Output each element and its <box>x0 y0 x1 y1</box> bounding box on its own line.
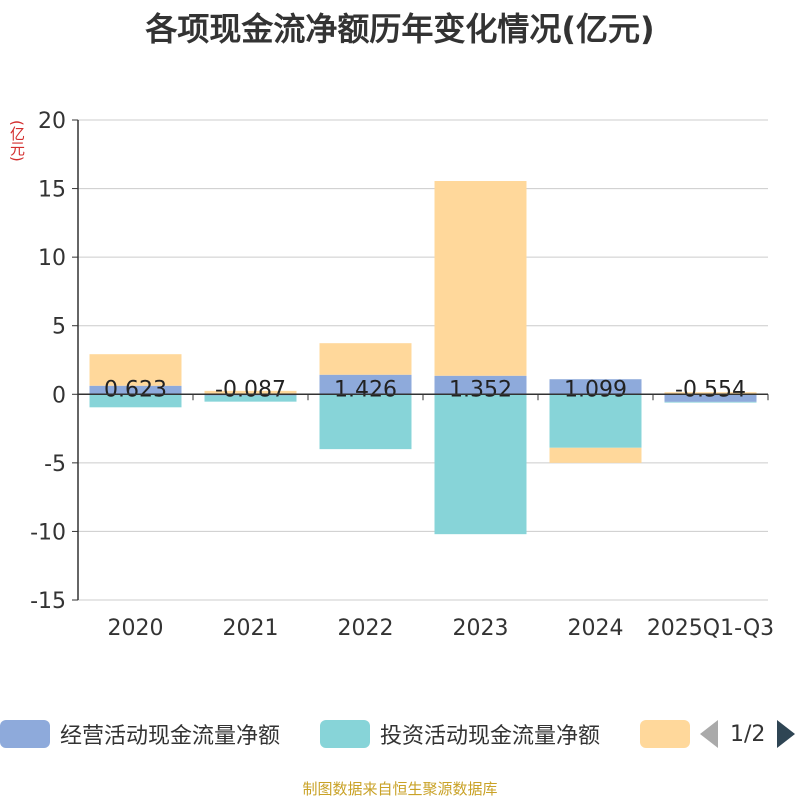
x-tick-label: 2023 <box>453 616 509 641</box>
bar-financing-2022 <box>319 343 412 375</box>
bar-operating-2020 <box>89 385 182 395</box>
data-source-note: 制图数据来自恒生聚源数据库 <box>302 780 498 798</box>
y-axis-unit: (亿元) <box>8 120 26 162</box>
y-tick-label: -15 <box>30 589 66 614</box>
bar-label-2021: -0.087 <box>215 377 286 402</box>
bar-investing-2025Q1-Q3 <box>664 401 757 403</box>
y-tick-label: -10 <box>30 520 66 545</box>
bar-financing-2023 <box>434 181 527 376</box>
x-tick-label: 2020 <box>108 616 164 641</box>
bar-investing-2021 <box>204 395 297 402</box>
legend-next-page-icon[interactable] <box>777 720 796 748</box>
bar-label-2022: 1.426 <box>334 377 397 402</box>
bar-financing-2025Q1-Q3 <box>664 392 757 395</box>
bar-operating-2023 <box>434 375 527 395</box>
y-tick-label: 20 <box>38 109 66 134</box>
x-tick-label: 2025Q1-Q3 <box>647 616 774 641</box>
bar-chart: 20 15 10 5 0 -5 -10 -15 0.623 2020 -0.087 2021 1.426… <box>30 109 774 641</box>
bar-label-2023: 1.352 <box>449 377 512 402</box>
legend-label-investing: 投资活动现金流量净额 <box>380 724 601 749</box>
x-tick-label: 2024 <box>568 616 624 641</box>
legend: 经营活动现金流量净额 投资活动现金流量净额 1/2 <box>0 716 800 752</box>
y-tick-label: -5 <box>44 452 66 477</box>
bar-label-2020: 0.623 <box>104 377 167 402</box>
legend-swatch-investing <box>320 720 370 748</box>
chart-title: 各项现金流净额历年变化情况(亿元) <box>145 10 655 48</box>
x-tick-label: 2021 <box>223 616 279 641</box>
bar-label-2025Q1-Q3: -0.554 <box>675 377 746 402</box>
legend-item-financing[interactable] <box>640 716 690 752</box>
bar-financing-2024 <box>549 447 642 463</box>
bar-financing-2020 <box>89 354 182 386</box>
bar-investing-2022 <box>319 394 412 450</box>
y-tick-label: 10 <box>38 246 66 271</box>
legend-item-operating[interactable]: 经营活动现金流量净额 <box>0 716 280 752</box>
y-tick-label: 0 <box>52 383 66 408</box>
bar-investing-2020 <box>89 394 182 408</box>
bar-financing-2021 <box>204 390 297 395</box>
legend-swatch-financing <box>640 720 690 748</box>
bar-operating-2022 <box>319 374 412 395</box>
bar-operating-2024 <box>549 379 642 395</box>
legend-swatch-operating <box>0 720 50 748</box>
legend-label-operating: 经营活动现金流量净额 <box>60 724 281 749</box>
legend-item-investing[interactable]: 投资活动现金流量净额 <box>320 716 600 752</box>
legend-pager: 1/2 <box>700 716 796 752</box>
bar-investing-2024 <box>549 394 642 448</box>
bar-label-2024: 1.099 <box>564 377 627 402</box>
y-tick-label: 5 <box>52 315 66 340</box>
bar-operating-2025Q1-Q3 <box>664 394 757 402</box>
bar-investing-2023 <box>434 394 527 535</box>
legend-page-indicator: 1/2 <box>730 721 766 747</box>
y-tick-label: 15 <box>38 178 66 203</box>
x-tick-label: 2022 <box>338 616 394 641</box>
legend-prev-page-icon[interactable] <box>700 720 718 748</box>
